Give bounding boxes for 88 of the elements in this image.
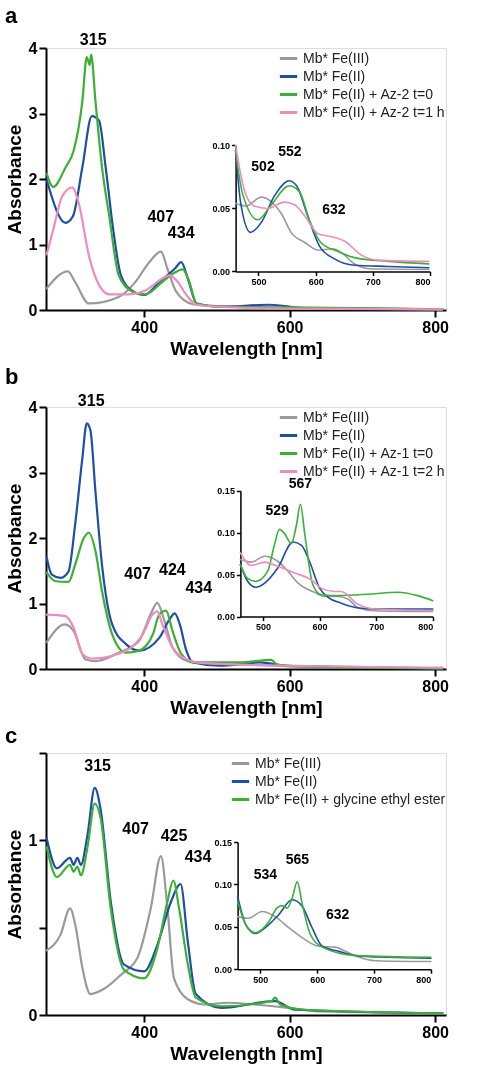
line-series: [239, 503, 434, 602]
y-tick-label: 0.10: [214, 879, 233, 890]
chart-title: b: [5, 363, 19, 389]
y-tick-label: 3: [28, 105, 38, 122]
y-tick-label: 0.05: [217, 570, 235, 581]
y-tick-label: 0: [28, 301, 38, 319]
x-tick-label: 400: [131, 1023, 159, 1041]
x-axis-title: Wavelength [nm]: [170, 696, 323, 718]
annotation: 315: [84, 756, 112, 774]
x-tick-label: 500: [253, 974, 269, 985]
annotation: 434: [185, 579, 213, 597]
y-axis-title: Absorbance: [3, 124, 25, 235]
annotation: 407: [147, 207, 175, 225]
x-tick-label: 500: [251, 276, 267, 287]
legend-label: Mb* Fe(II) + Az-2 t=0: [303, 85, 434, 102]
legend-label: Mb* Fe(II): [303, 426, 366, 443]
y-tick-label: 0: [28, 1006, 38, 1024]
legend-label: Mb* Fe(II) + Az-2 t=1 h: [303, 103, 445, 120]
x-tick-label: 800: [422, 677, 450, 695]
annotation: 529: [265, 501, 290, 518]
annotation: 632: [322, 201, 346, 218]
x-tick-label: 700: [366, 974, 382, 985]
x-tick-label: 800: [422, 1023, 450, 1041]
annotation: 407: [124, 564, 152, 582]
y-tick-label: 0.05: [212, 203, 231, 214]
x-axis-title: Wavelength [nm]: [170, 1042, 323, 1064]
x-tick-label: 600: [312, 622, 328, 633]
x-tick-label: 400: [131, 677, 159, 695]
legend-label: Mb* Fe(III): [303, 408, 370, 425]
x-tick-label: 600: [276, 318, 304, 336]
legend-label: Mb* Fe(III): [303, 49, 370, 66]
annotation: 315: [77, 391, 105, 409]
y-axis-title: Absorbance: [3, 483, 25, 594]
x-tick-label: 400: [131, 318, 159, 336]
annotation: 425: [160, 826, 188, 844]
annotation: 424: [159, 560, 186, 578]
y-tick-label: 4: [28, 398, 38, 416]
annotation: 502: [251, 158, 275, 175]
x-tick-label: 600: [276, 677, 304, 695]
x-tick-label: 800: [422, 318, 450, 336]
annotation: 407: [122, 819, 150, 837]
x-tick-label: 700: [365, 276, 381, 287]
annotation: 632: [326, 905, 350, 922]
x-tick-label: 800: [416, 974, 432, 985]
x-tick-label: 800: [415, 276, 431, 287]
x-axis-title: Wavelength [nm]: [170, 337, 323, 359]
x-tick-label: 600: [308, 276, 324, 287]
annotation: 552: [278, 143, 302, 160]
y-tick-label: 3: [28, 464, 38, 481]
y-tick-label: 1: [28, 595, 38, 612]
annotation: 534: [253, 865, 278, 882]
y-tick-label: 0.00: [212, 266, 231, 277]
y-tick-label: 0.10: [217, 528, 235, 539]
legend-label: Mb* Fe(II) + glycine ethyl ester: [255, 790, 446, 807]
legend-label: Mb* Fe(II): [255, 772, 318, 789]
line-series: [45, 186, 444, 311]
y-tick-label: 2: [28, 529, 38, 547]
x-tick-label: 600: [276, 1023, 304, 1041]
legend-label: Mb* Fe(II) + Az-1 t=0: [303, 444, 434, 461]
line-series: [236, 895, 432, 959]
annotation: 565: [285, 851, 310, 868]
x-tick-label: 500: [256, 622, 272, 633]
chart-title: c: [5, 723, 18, 748]
text: 315: [79, 31, 107, 48]
line-series: [239, 541, 434, 610]
x-tick-label: 800: [418, 622, 434, 633]
x-tick-label: 600: [310, 974, 326, 985]
y-tick-label: 2: [28, 170, 38, 188]
y-tick-label: 0.00: [214, 964, 233, 975]
annotation: 434: [184, 847, 212, 865]
y-tick-label: 0.15: [214, 837, 233, 848]
y-tick-label: 0.10: [212, 140, 231, 151]
chart-title: a: [5, 3, 19, 28]
line-series: [236, 881, 432, 959]
x-tick-label: 700: [369, 622, 385, 633]
y-tick-label: 0.00: [217, 612, 235, 623]
legend-label: Mb* Fe(II): [303, 67, 366, 84]
y-tick-label: 0.05: [214, 922, 233, 933]
legend-label: Mb* Fe(III): [255, 754, 322, 771]
line-series: [236, 910, 432, 963]
y-axis-title: Absorbance: [3, 829, 25, 940]
y-tick-label: 1: [28, 236, 38, 253]
legend-label: Mb* Fe(II) + Az-1 t=2 h: [303, 462, 445, 479]
annotation: 434: [167, 224, 195, 242]
y-tick-label: 0.15: [217, 486, 235, 497]
y-tick-label: 4: [28, 39, 38, 57]
y-tick-label: 0: [28, 660, 38, 678]
y-tick-label: 1: [28, 831, 38, 849]
